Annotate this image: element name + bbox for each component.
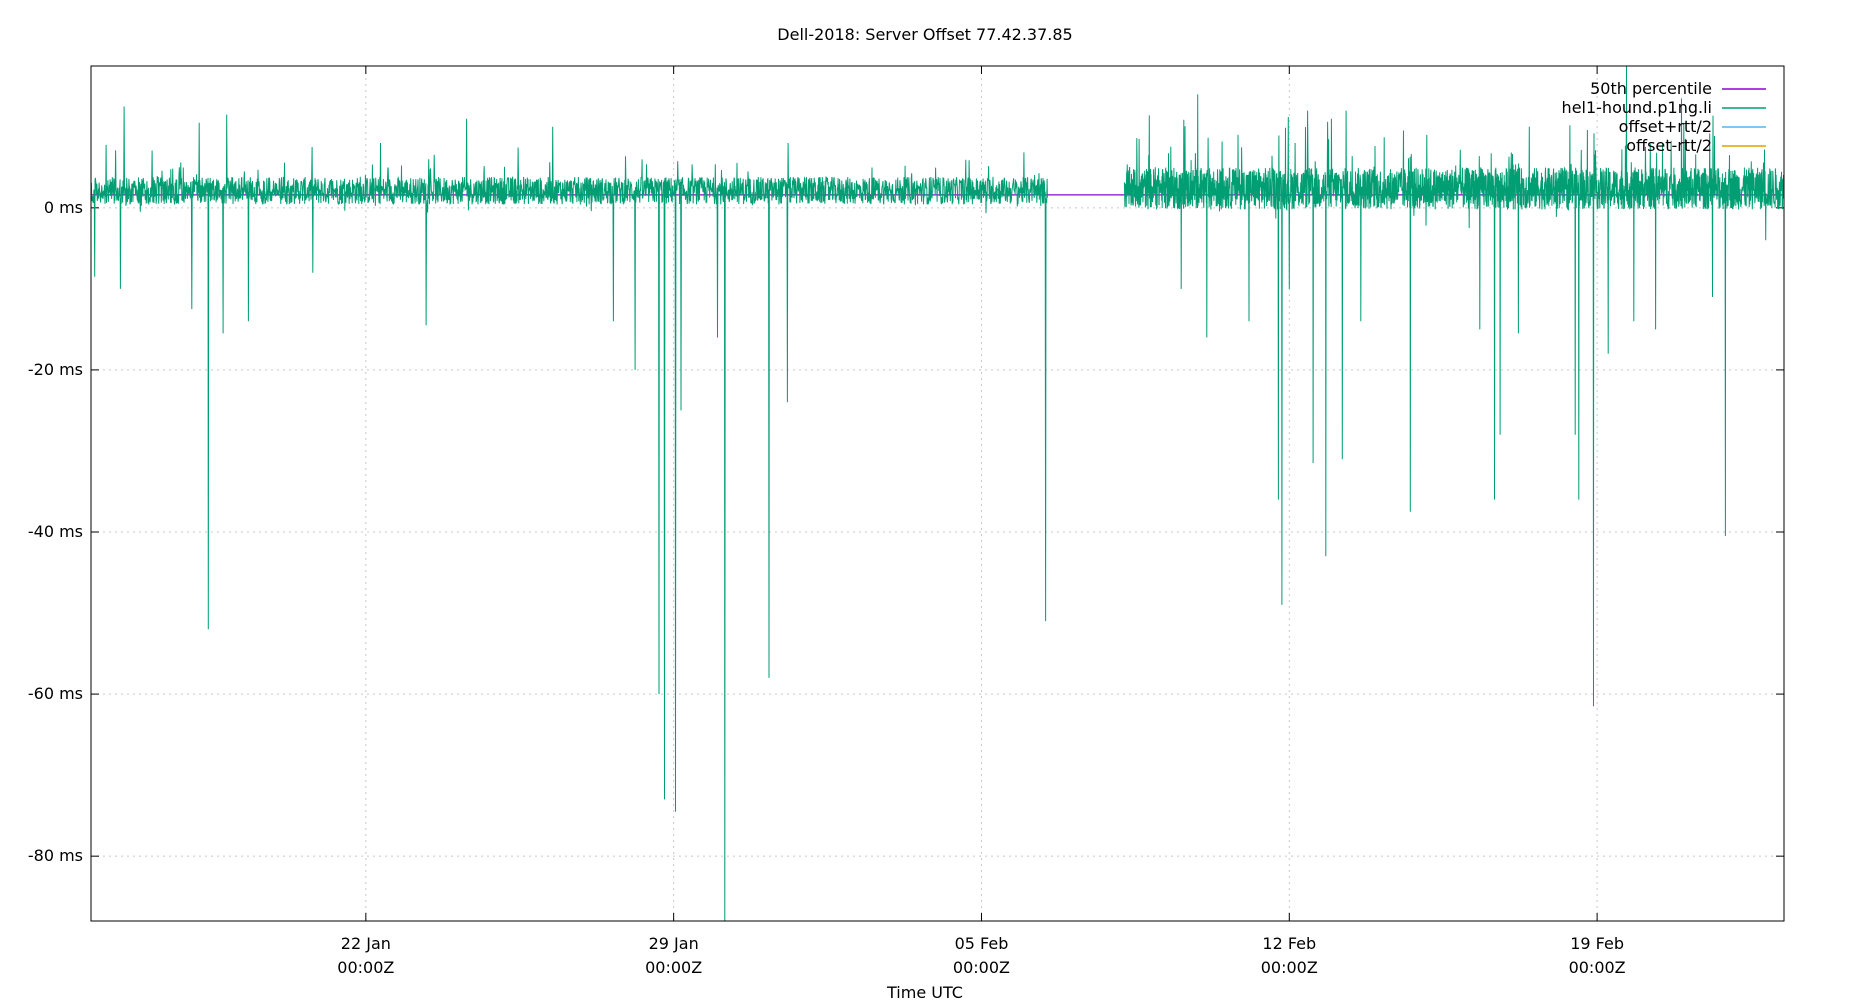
- y-tick-label: -40 ms: [28, 522, 83, 541]
- series-layer: [90, 65, 1785, 922]
- legend-label: hel1-hound.p1ng.li: [1562, 98, 1712, 117]
- plot-frame: [90, 65, 1785, 922]
- y-tick-label: -60 ms: [28, 684, 83, 703]
- x-tick-label-time: 00:00Z: [953, 958, 1010, 977]
- x-tick-label-date: 19 Feb: [1570, 934, 1624, 953]
- x-tick-label-time: 00:00Z: [645, 958, 702, 977]
- grid: [91, 66, 1784, 921]
- x-tick-label-time: 00:00Z: [1569, 958, 1626, 977]
- series-hel1-hound-line-segment-1: [90, 106, 1048, 922]
- x-tick-label-date: 05 Feb: [955, 934, 1009, 953]
- legend-label: offset+rtt/2: [1619, 117, 1712, 136]
- y-tick-label: -80 ms: [28, 846, 83, 865]
- x-axis-label: Time UTC: [886, 983, 963, 1000]
- x-tick-label-time: 00:00Z: [337, 958, 394, 977]
- legend-label: 50th percentile: [1590, 79, 1712, 98]
- series-hel1-hound-line-segment-2: [1123, 65, 1785, 707]
- y-tick-label: 0 ms: [44, 198, 83, 217]
- legend: 50th percentilehel1-hound.p1ng.lioffset+…: [1562, 79, 1766, 155]
- axes: 0 ms -20 ms -40 ms -60 ms -80 ms 22 Jan 00:00Z…: [28, 66, 1784, 977]
- x-tick-label-date: 29 Jan: [649, 934, 699, 953]
- x-tick-label-date: 12 Feb: [1262, 934, 1316, 953]
- chart-title: Dell-2018: Server Offset 77.42.37.85: [777, 25, 1072, 44]
- y-tick-label: -20 ms: [28, 360, 83, 379]
- legend-label: offset-rtt/2: [1626, 136, 1712, 155]
- x-tick-label-date: 22 Jan: [341, 934, 391, 953]
- x-tick-label-time: 00:00Z: [1261, 958, 1318, 977]
